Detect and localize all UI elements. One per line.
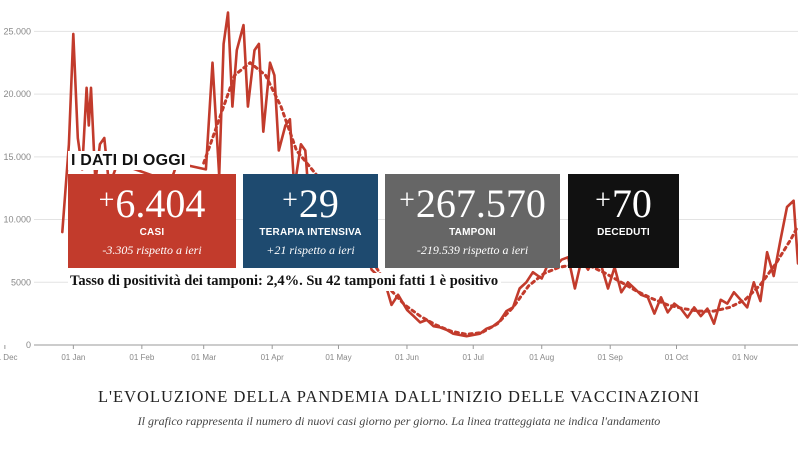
y-tick-label: 0 (26, 340, 31, 350)
y-tick-label: 20.000 (3, 89, 31, 99)
cases-line-chart: 0 5000 10.000 15.000 20.000 25.000 01 Dec 01 J… (0, 11, 798, 362)
stat-terapia-number: +29 (243, 181, 378, 224)
trend-line-dashed (202, 61, 798, 336)
stat-tamponi-number: +267.570 (385, 181, 560, 224)
y-tick-label: 5000 (11, 277, 31, 287)
y-axis-ticks: 0 5000 10.000 15.000 20.000 25.000 (3, 26, 31, 350)
x-tick-label: 01 Nov (732, 353, 757, 362)
y-tick-label: 10.000 (3, 215, 31, 225)
x-tick-label: 01 Oct (665, 353, 689, 362)
stat-terapia-label: TERAPIA INTENSIVA (259, 227, 362, 238)
x-tick-label: 01 Feb (129, 353, 154, 362)
today-data-title: I DATI DI OGGI (68, 151, 190, 170)
stat-deceduti-plus: + (595, 185, 611, 216)
stat-box-terapia-intensiva: +29 TERAPIA INTENSIVA +21 rispetto a ier… (243, 174, 378, 268)
x-tick-label: 01 Sep (598, 353, 624, 362)
x-tick-label: 01 Jul (463, 353, 485, 362)
x-tick-label: 01 Jun (395, 353, 419, 362)
stat-casi-label: CASI (139, 227, 165, 238)
stat-terapia-value: 29 (298, 181, 339, 226)
stat-terapia-plus: + (282, 185, 298, 216)
chart-series (61, 11, 798, 338)
stat-casi-plus: + (98, 185, 115, 216)
stat-casi-value: 6.404 (115, 181, 206, 226)
stat-tamponi-value: 267.570 (415, 181, 546, 226)
x-tick-label: 01 Mar (191, 353, 216, 362)
positivity-rate-text: Tasso di positività dei tamponi: 2,4%. S… (68, 273, 502, 291)
stat-casi-number: +6.404 (68, 181, 236, 224)
y-tick-label: 15.000 (3, 152, 31, 162)
stat-tamponi-change: -219.539 rispetto a ieri (416, 243, 529, 257)
stat-deceduti-number: +70 (568, 181, 679, 224)
stat-box-casi: +6.404 CASI -3.305 rispetto a ieri (68, 174, 236, 268)
stat-box-tamponi: +267.570 TAMPONI -219.539 rispetto a ier… (385, 174, 560, 268)
stat-deceduti-label: DECEDUTI (597, 227, 650, 238)
x-tick-label: 01 Dec (0, 353, 18, 362)
y-tick-label: 25.000 (3, 26, 31, 36)
x-tick-label: 01 May (325, 353, 351, 362)
x-tick-label: 01 Jan (61, 353, 85, 362)
footer-title: L'EVOLUZIONE DELLA PANDEMIA DALL'INIZIO … (97, 387, 701, 406)
x-tick-label: 01 Aug (529, 353, 554, 362)
footer-subtitle: Il grafico rappresenta il numero di nuov… (137, 414, 661, 428)
stat-tamponi-label: TAMPONI (449, 227, 496, 238)
x-axis-ticks: 01 Dec 01 Jan 01 Feb 01 Mar 01 Apr 01 May 01 J… (0, 345, 758, 362)
x-tick-label: 01 Apr (261, 353, 284, 362)
stat-deceduti-value: 70 (611, 181, 652, 226)
stat-box-deceduti: +70 DECEDUTI (568, 174, 679, 268)
stat-tamponi-plus: + (399, 185, 415, 216)
stat-casi-change: -3.305 rispetto a ieri (102, 243, 202, 257)
stat-terapia-change: +21 rispetto a ieri (266, 243, 355, 257)
